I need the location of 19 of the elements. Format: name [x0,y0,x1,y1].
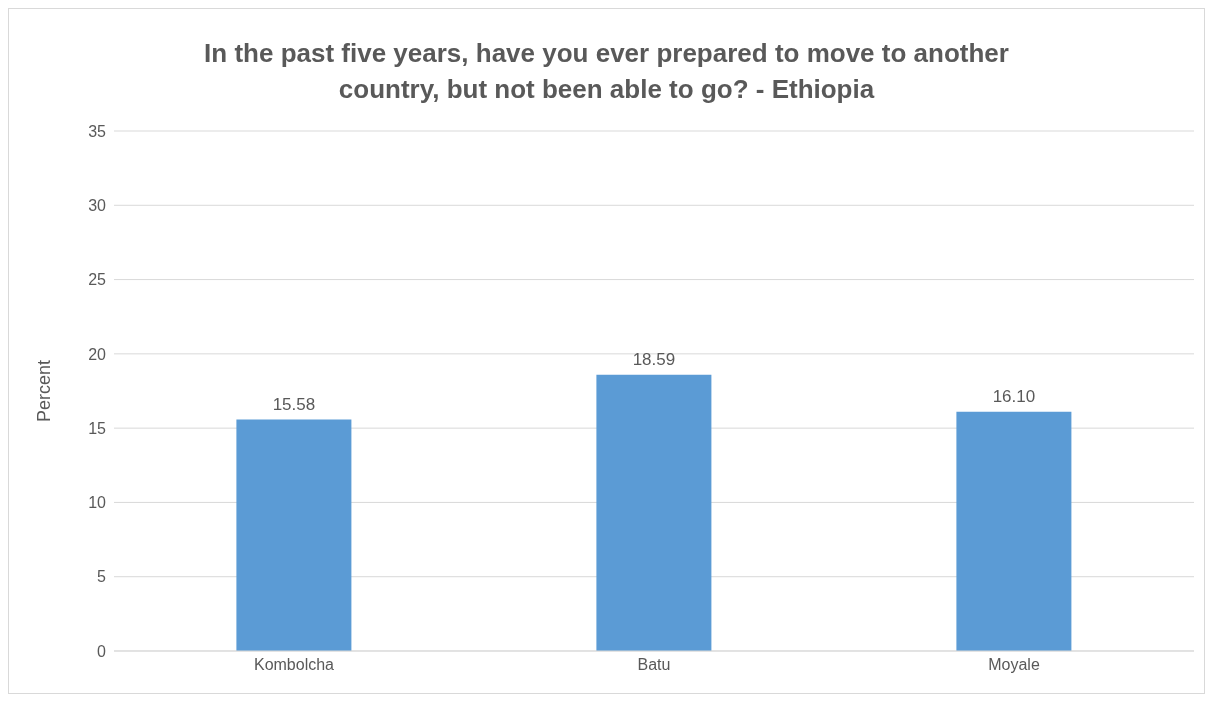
x-tick-label: Kombolcha [253,656,335,674]
y-tick-label: 15 [88,419,107,437]
bar [236,419,352,651]
y-tick-label: 5 [97,568,107,586]
x-tick-label: Moyale [988,656,1040,674]
x-tick-label: Batu [637,656,671,674]
y-tick-label: 20 [88,345,107,363]
y-tick-label: 30 [88,196,107,214]
bar [956,411,1072,651]
y-tick-label: 35 [88,122,107,140]
data-label: 18.59 [632,349,676,369]
y-tick-label: 10 [88,494,107,512]
y-tick-label: 0 [97,642,107,660]
bar [596,374,712,651]
data-label: 16.10 [992,386,1036,406]
y-tick-label: 25 [88,271,107,289]
chart-title: In the past five years, have you ever prepared to move to another country, but not been able to go? - Ethiopia [203,37,1010,106]
data-label: 15.58 [272,394,316,414]
y-axis-title: Percent [34,359,55,423]
